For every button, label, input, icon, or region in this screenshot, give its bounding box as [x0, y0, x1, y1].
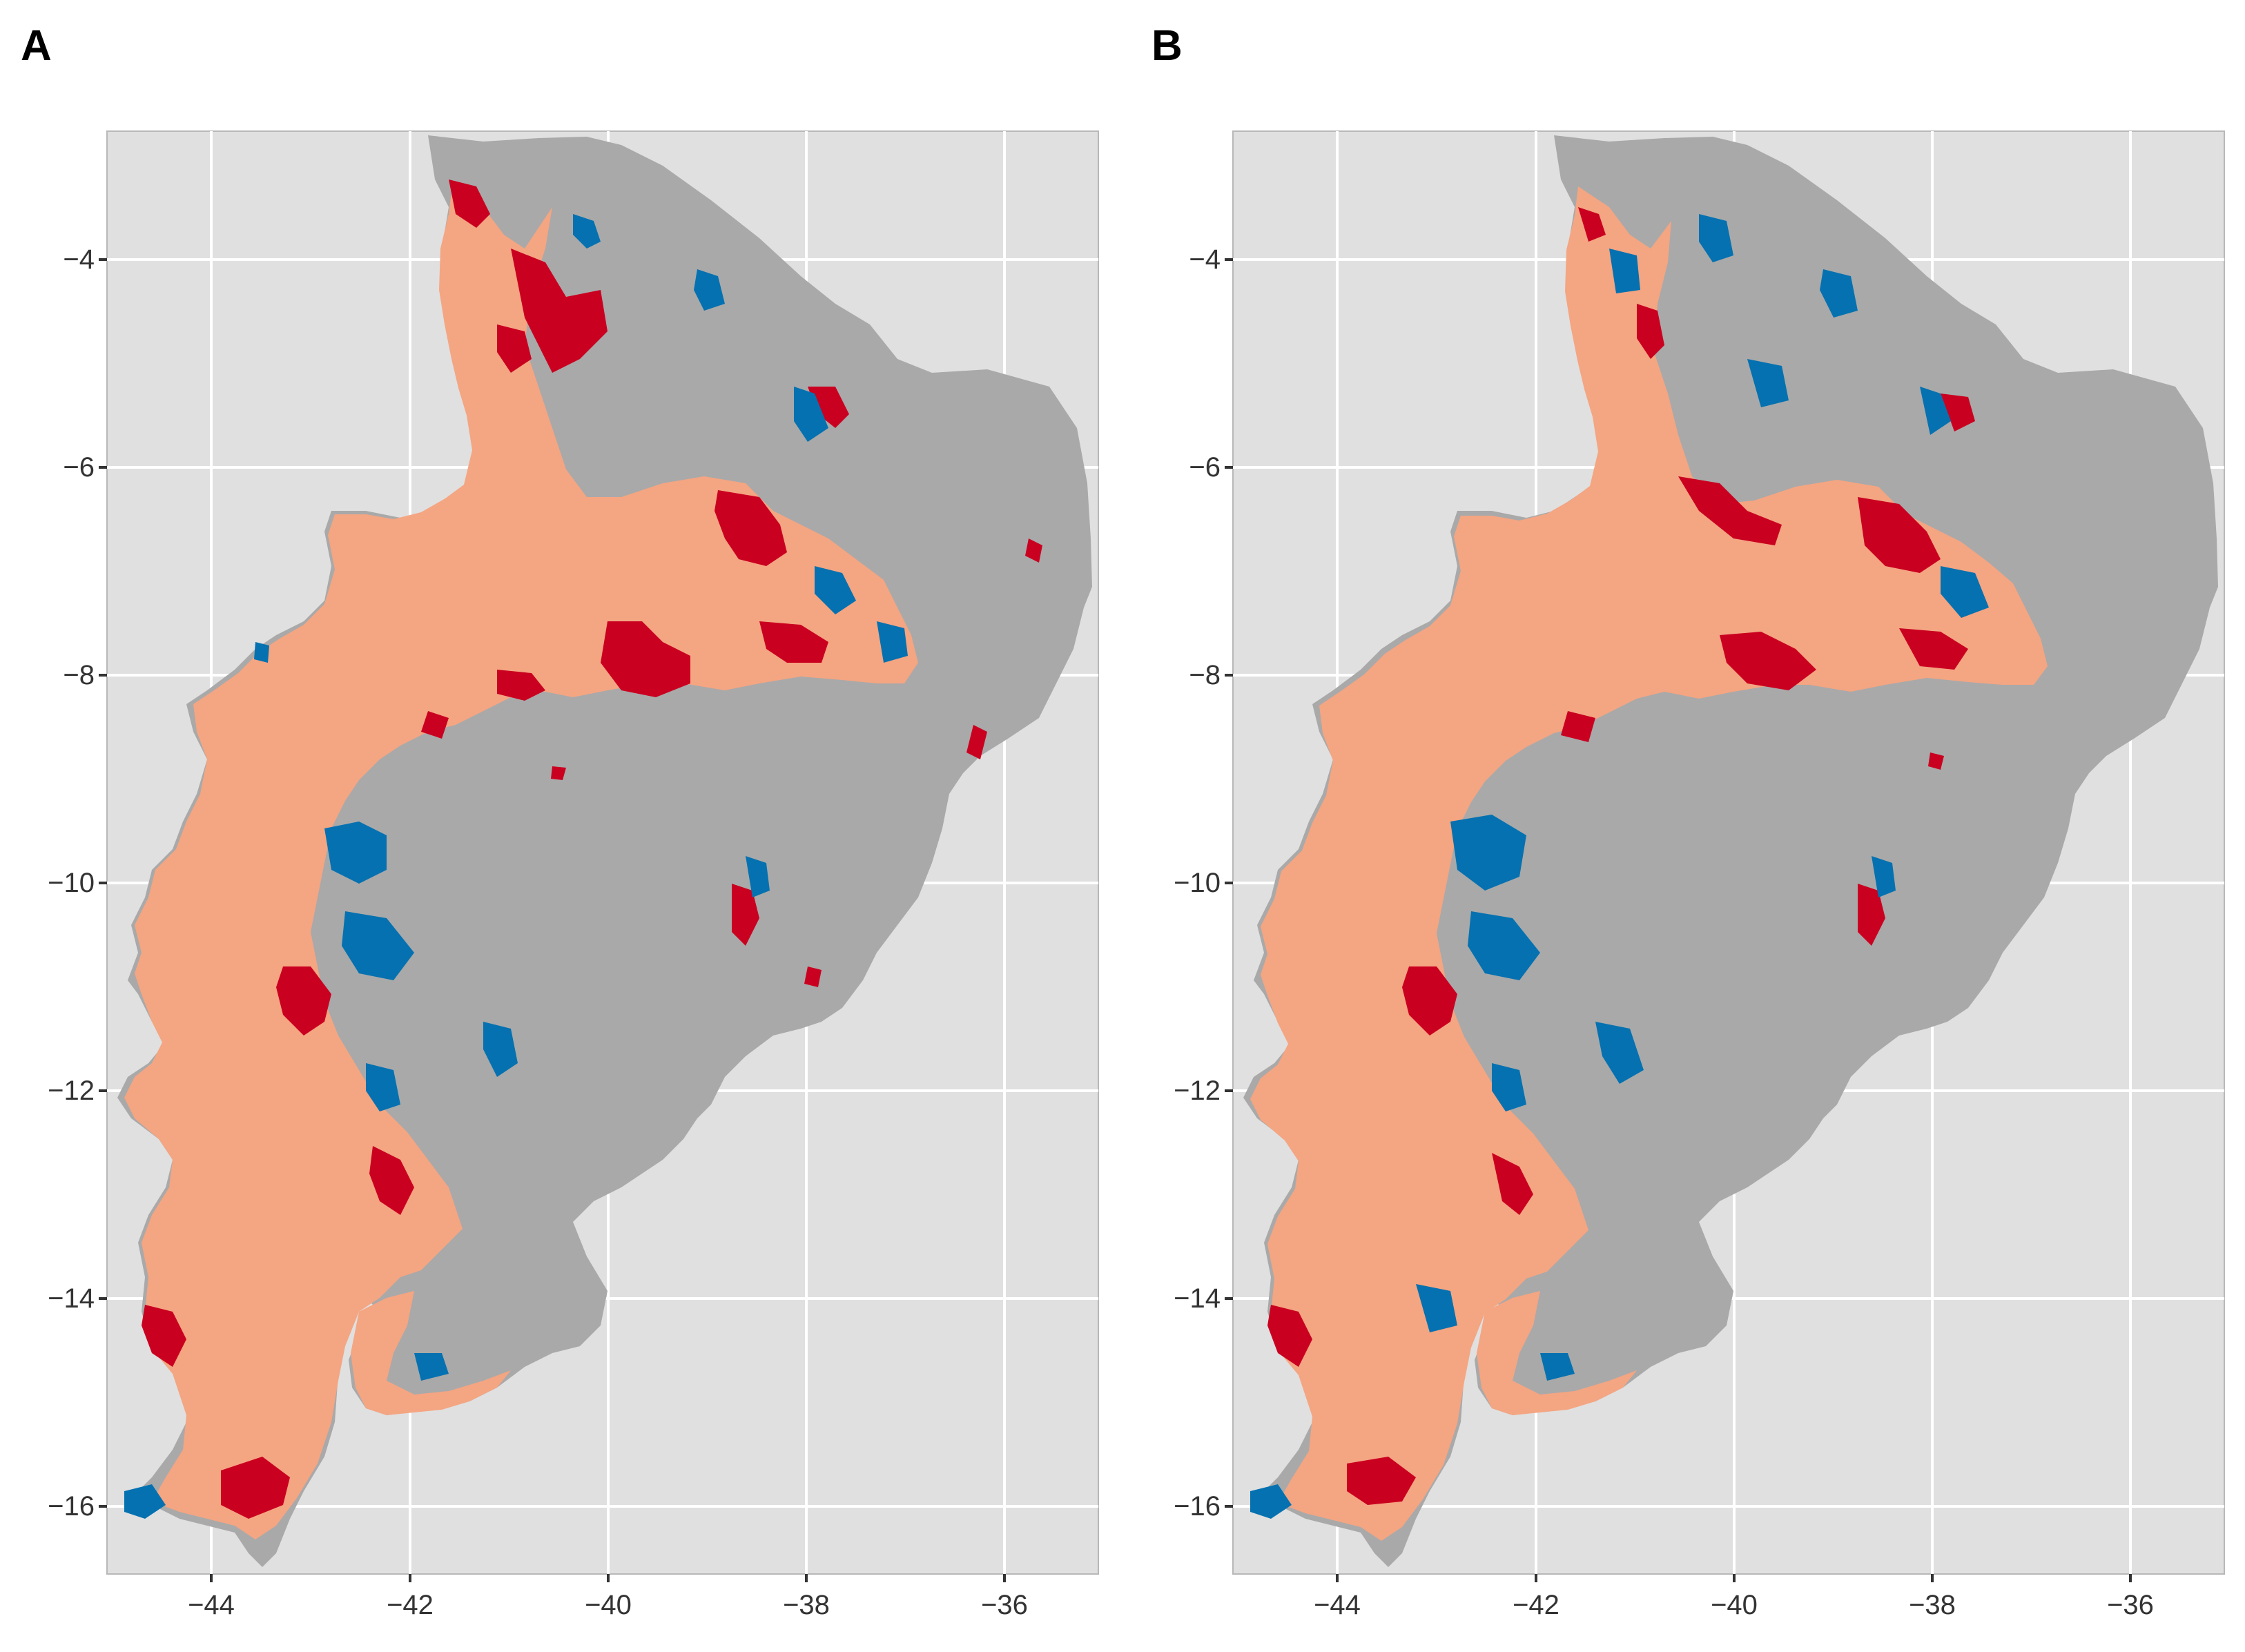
y-tick-label: −12	[48, 1076, 95, 1106]
map-panel-b	[1232, 130, 2225, 1575]
blue-patch	[1450, 815, 1526, 891]
blue-patch	[746, 856, 770, 897]
dark-red-patch	[1899, 628, 1968, 670]
light-salmon-area-south-east	[351, 1291, 511, 1415]
dark-red-patch	[732, 884, 759, 946]
blue-patch	[414, 1353, 449, 1381]
light-salmon-area-main	[1250, 186, 2048, 1541]
panel-label-b: B	[1151, 22, 1183, 70]
blue-patch	[573, 214, 601, 249]
x-tick-label: −40	[1711, 1590, 1758, 1620]
dark-red-patch	[1941, 393, 1975, 431]
y-tick-label: −4	[63, 244, 95, 275]
x-tick-label: −44	[1314, 1590, 1361, 1620]
blue-patch	[1872, 856, 1896, 897]
dark-red-patch	[715, 490, 787, 566]
dark-red-patches	[142, 179, 1042, 1519]
dark-red-patch	[1720, 632, 1816, 690]
dark-red-patch	[808, 387, 849, 428]
dark-red-patch	[369, 1146, 414, 1215]
blue-patch	[1416, 1284, 1457, 1332]
blue-patch	[124, 1484, 166, 1519]
y-tick-label: −10	[1174, 868, 1221, 898]
blue-patch	[366, 1063, 400, 1111]
dark-red-patch	[221, 1457, 290, 1519]
dark-red-patch	[511, 249, 608, 373]
x-tick-label: −38	[1909, 1590, 1956, 1620]
dark-red-patch	[1267, 1305, 1312, 1367]
blue-patch	[1595, 1022, 1644, 1084]
blue-patch	[1820, 269, 1858, 318]
dark-red-patch	[601, 621, 690, 697]
y-tick-label: −12	[1174, 1076, 1221, 1106]
y-tick-label: −4	[1189, 244, 1221, 275]
y-tick-label: −14	[48, 1283, 95, 1314]
dark-red-patch	[759, 621, 828, 663]
blue-patch	[1747, 359, 1789, 407]
x-tick-label: −42	[1513, 1590, 1559, 1620]
blue-patch	[1920, 387, 1951, 435]
blue-patch	[1609, 249, 1640, 293]
blue-patch	[342, 911, 414, 980]
dark-red-patch	[421, 711, 449, 739]
axis-ticks	[99, 258, 2132, 1582]
dark-red-patch	[966, 725, 987, 759]
y-tick-label: −6	[63, 452, 95, 483]
blue-patch	[1699, 214, 1733, 262]
dark-red-patch	[804, 966, 822, 987]
blue-patches	[1250, 214, 1989, 1519]
dark-red-patch	[142, 1305, 186, 1367]
dark-red-patch	[1928, 752, 1944, 770]
x-tick-label: −40	[585, 1590, 632, 1620]
dark-red-patch	[1578, 207, 1606, 242]
dark-red-patch	[1402, 966, 1457, 1036]
panel-label-a: A	[21, 22, 52, 70]
blue-patch	[254, 642, 269, 663]
dark-red-patch	[1858, 497, 1941, 573]
y-tick-label: −16	[1174, 1491, 1221, 1522]
y-tick-label: −8	[1189, 660, 1221, 690]
blue-patch	[1941, 566, 1989, 618]
y-tick-label: −16	[48, 1491, 95, 1522]
x-tick-label: −44	[188, 1590, 235, 1620]
dark-red-patches	[1267, 207, 1975, 1505]
dark-red-patch	[1025, 538, 1042, 563]
blue-patch	[1492, 1063, 1526, 1111]
blue-patch	[1540, 1353, 1575, 1381]
y-tick-label: −10	[48, 868, 95, 898]
y-tick-label: −8	[63, 660, 95, 690]
blue-patch	[324, 822, 387, 884]
blue-patch	[815, 566, 856, 614]
dark-red-patch	[1637, 304, 1664, 359]
x-tick-label: −42	[387, 1590, 434, 1620]
dark-red-patch	[1678, 476, 1782, 545]
blue-patch	[1468, 911, 1540, 980]
dark-red-patch	[551, 766, 566, 780]
dark-red-patch	[497, 670, 545, 701]
x-tick-label: −38	[783, 1590, 830, 1620]
blue-patch	[483, 1022, 518, 1077]
dark-red-patch	[1858, 884, 1885, 946]
x-tick-label: −36	[981, 1590, 1028, 1620]
y-tick-label: −14	[1174, 1283, 1221, 1314]
dark-red-patch	[276, 966, 331, 1036]
blue-patch	[694, 269, 725, 311]
dark-red-patch	[449, 179, 490, 228]
dark-red-patch	[1492, 1153, 1533, 1215]
dark-red-patch	[497, 324, 532, 373]
blue-patch	[1250, 1484, 1292, 1519]
blue-patches	[124, 214, 908, 1519]
y-tick-label: −6	[1189, 452, 1221, 483]
blue-patch	[794, 387, 828, 442]
dark-red-patch	[1561, 711, 1595, 742]
dark-red-patch	[1347, 1457, 1416, 1505]
blue-patch	[877, 621, 908, 663]
x-tick-label: −36	[2107, 1590, 2154, 1620]
map-panel-a	[106, 130, 1099, 1575]
light-salmon-area-south-east	[1477, 1291, 1637, 1415]
